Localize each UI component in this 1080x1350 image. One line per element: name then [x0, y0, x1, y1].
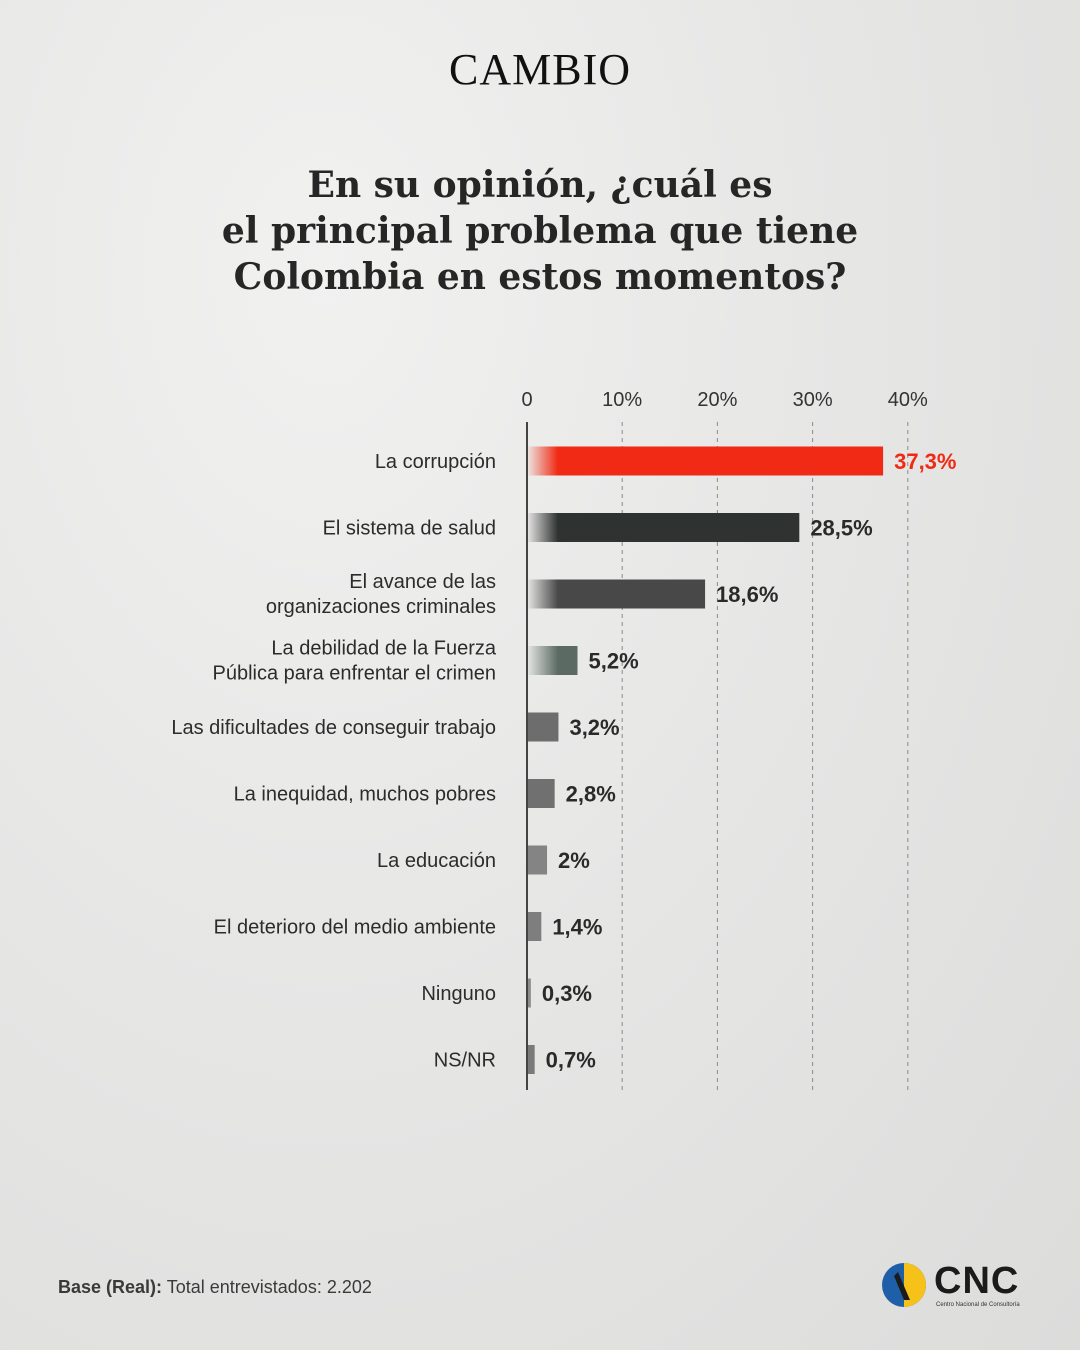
logo-subtitle: Centro Nacional de Consultoría: [936, 1302, 1020, 1308]
bar-chart: 0 10% 20% 30% 40% 37,3% La corrupción 28,5% El s…: [171, 389, 956, 1090]
title-line: el principal problema que tiene: [221, 210, 859, 252]
bar: [528, 779, 555, 808]
bar: [528, 978, 531, 1008]
bar: [528, 446, 884, 476]
title-line: Colombia en estos momentos?: [233, 256, 847, 298]
category-label: Pública para enfrentar el crimen: [213, 663, 496, 685]
tick-label: 0: [521, 389, 532, 411]
data-label: 5,2%: [589, 649, 639, 674]
data-label: 2,8%: [566, 782, 616, 807]
tick-label: 10%: [602, 389, 642, 411]
cnc-emblem-icon: [882, 1263, 926, 1307]
base-label: Base (Real):: [58, 1277, 163, 1297]
category-label: El deterioro del medio ambiente: [214, 917, 496, 939]
bar: [528, 712, 559, 742]
bar: [528, 646, 578, 675]
cnc-logo: CNC Centro Nacional de Consultoría: [880, 1258, 1030, 1318]
title-line: En su opinión, ¿cuál es: [307, 164, 773, 206]
chart-title: En su opinión, ¿cuál es el principal pro…: [140, 162, 940, 300]
bar: [528, 912, 542, 941]
tick-label: 30%: [793, 389, 833, 411]
data-label: 37,3%: [894, 449, 956, 474]
bar: [528, 1045, 535, 1074]
data-label: 0,3%: [542, 981, 592, 1006]
category-label: NS/NR: [434, 1050, 496, 1072]
bar: [528, 513, 800, 542]
category-label: La inequidad, muchos pobres: [234, 784, 496, 806]
data-label: 18,6%: [716, 582, 778, 607]
data-label: 28,5%: [810, 516, 872, 541]
tick-label: 20%: [697, 389, 737, 411]
bar: [528, 845, 548, 875]
data-label: 3,2%: [569, 715, 619, 740]
base-text: Total entrevistados: 2.202: [166, 1277, 372, 1297]
category-label: La educación: [377, 850, 496, 872]
category-label: organizaciones criminales: [266, 596, 496, 618]
bar: [528, 579, 706, 609]
category-label: La debilidad de la Fuerza: [271, 638, 496, 660]
data-label: 2%: [558, 848, 590, 873]
data-label: 1,4%: [552, 915, 602, 940]
logo-name: CNC: [934, 1260, 1020, 1302]
tick-label: 40%: [888, 389, 928, 411]
brand-logo: CAMBIO: [448, 45, 632, 94]
data-label: 0,7%: [546, 1048, 596, 1073]
category-label: Ninguno: [421, 983, 496, 1005]
category-label: El sistema de salud: [323, 518, 496, 540]
category-label: Las dificultades de conseguir trabajo: [171, 717, 496, 739]
category-label: La corrupción: [375, 451, 496, 473]
base-note: Base (Real): Total entrevistados: 2.202: [58, 1277, 372, 1298]
category-label: El avance de las: [349, 571, 496, 593]
